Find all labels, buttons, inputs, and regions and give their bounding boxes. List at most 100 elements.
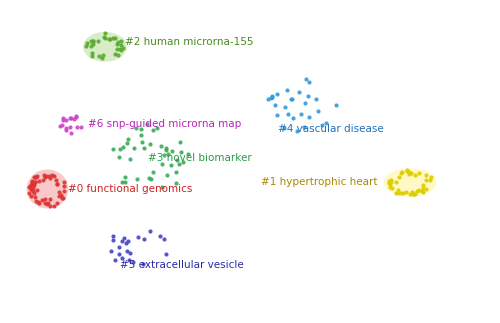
Point xyxy=(66,124,74,130)
Point xyxy=(422,172,430,178)
Point xyxy=(304,94,312,99)
Point xyxy=(399,190,407,195)
Point xyxy=(52,200,60,205)
Point xyxy=(50,174,58,179)
Point xyxy=(408,170,416,175)
Text: #6 snp-guided microrna map: #6 snp-guided microrna map xyxy=(88,120,241,129)
Point xyxy=(26,191,34,196)
Point xyxy=(137,127,145,132)
Point xyxy=(72,113,80,119)
Point xyxy=(88,50,96,56)
Point xyxy=(116,38,124,44)
Point xyxy=(415,170,423,175)
Point xyxy=(385,181,393,186)
Point xyxy=(106,37,114,42)
Point xyxy=(124,137,132,142)
Point xyxy=(55,193,63,198)
Point xyxy=(28,179,36,184)
Point xyxy=(67,115,75,120)
Point xyxy=(26,184,34,189)
Point xyxy=(410,192,418,197)
Point xyxy=(115,251,123,256)
Point xyxy=(398,170,406,175)
Point xyxy=(281,104,289,109)
Point xyxy=(109,147,117,152)
Point xyxy=(419,182,427,187)
Point xyxy=(28,182,36,188)
Point xyxy=(415,188,423,193)
Point xyxy=(268,93,276,99)
Point xyxy=(301,100,309,105)
Point xyxy=(386,177,394,182)
Point xyxy=(95,53,103,58)
Point xyxy=(45,173,53,179)
Point xyxy=(414,189,422,194)
Point xyxy=(172,180,180,185)
Point xyxy=(146,141,154,147)
Point xyxy=(114,41,122,47)
Point xyxy=(28,186,36,192)
Point xyxy=(46,197,54,202)
Point xyxy=(270,102,278,108)
Point xyxy=(42,197,50,202)
Point xyxy=(124,257,132,263)
Text: #1 hypertrophic heart: #1 hypertrophic heart xyxy=(261,178,378,187)
Point xyxy=(60,189,68,194)
Point xyxy=(412,172,420,177)
Point xyxy=(176,140,184,145)
Point xyxy=(312,96,320,101)
Point xyxy=(54,182,62,187)
Point xyxy=(173,157,181,162)
Point xyxy=(44,200,52,205)
Point xyxy=(72,124,80,129)
Point xyxy=(268,95,276,100)
Point xyxy=(115,155,123,160)
Point xyxy=(101,31,109,36)
Point xyxy=(427,175,435,180)
Point xyxy=(126,250,134,255)
Point xyxy=(268,96,276,101)
Point xyxy=(119,46,127,51)
Text: #2 human microrna-155: #2 human microrna-155 xyxy=(125,37,254,47)
Point xyxy=(392,180,400,185)
Point xyxy=(58,195,66,201)
Point xyxy=(139,262,147,267)
Point xyxy=(404,171,412,176)
Point xyxy=(304,79,312,84)
Point xyxy=(28,179,36,184)
Point xyxy=(418,188,426,193)
Point xyxy=(158,162,166,167)
Point xyxy=(264,97,272,102)
Point xyxy=(128,259,136,264)
Point xyxy=(395,174,403,179)
Point xyxy=(306,114,314,120)
Point xyxy=(162,148,170,153)
Point xyxy=(402,190,410,195)
Point xyxy=(42,174,50,179)
Point xyxy=(62,128,70,133)
Point xyxy=(114,47,122,52)
Point xyxy=(133,176,141,182)
Point xyxy=(146,229,154,234)
Point xyxy=(288,96,296,101)
Point xyxy=(98,56,106,61)
Point xyxy=(28,185,36,191)
Point xyxy=(26,186,34,192)
Text: #5 extracellular vesicle: #5 extracellular vesicle xyxy=(120,260,244,270)
Point xyxy=(164,151,172,157)
Point xyxy=(284,87,292,92)
Point xyxy=(426,177,434,182)
Point xyxy=(274,92,281,97)
Point xyxy=(41,201,49,206)
Point xyxy=(59,115,67,120)
Point xyxy=(130,145,138,150)
Text: #0 functional genomics: #0 functional genomics xyxy=(68,184,192,194)
Point xyxy=(29,182,37,187)
Point xyxy=(32,199,40,204)
Point xyxy=(123,249,131,254)
Point xyxy=(177,150,185,155)
Point xyxy=(156,233,164,238)
Point xyxy=(94,38,102,43)
Point xyxy=(30,174,38,180)
Point xyxy=(396,171,404,176)
